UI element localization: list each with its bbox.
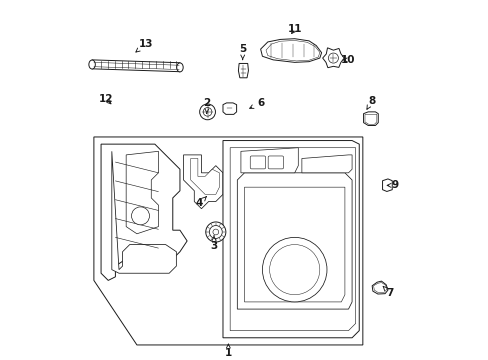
Polygon shape	[301, 155, 351, 173]
Polygon shape	[94, 137, 362, 345]
Text: 2: 2	[203, 98, 210, 113]
Text: 10: 10	[341, 55, 355, 65]
Polygon shape	[363, 112, 378, 126]
Polygon shape	[265, 40, 319, 61]
Polygon shape	[244, 187, 344, 302]
Polygon shape	[112, 151, 176, 273]
Circle shape	[262, 237, 326, 302]
Polygon shape	[382, 179, 391, 192]
Text: 11: 11	[287, 24, 301, 35]
Polygon shape	[223, 103, 236, 114]
Polygon shape	[101, 144, 187, 280]
Circle shape	[209, 225, 222, 238]
Polygon shape	[183, 155, 223, 209]
Text: 1: 1	[224, 344, 231, 358]
Polygon shape	[223, 140, 359, 338]
FancyBboxPatch shape	[267, 156, 283, 169]
Polygon shape	[190, 158, 219, 194]
Text: 7: 7	[382, 286, 393, 298]
Circle shape	[269, 244, 319, 295]
Text: 12: 12	[99, 94, 113, 104]
Text: 6: 6	[249, 98, 264, 108]
Text: 3: 3	[210, 236, 217, 251]
FancyBboxPatch shape	[250, 156, 265, 169]
Polygon shape	[364, 114, 376, 125]
Circle shape	[203, 108, 211, 116]
Polygon shape	[237, 173, 351, 309]
Polygon shape	[241, 148, 298, 173]
Circle shape	[328, 53, 338, 63]
Text: 8: 8	[366, 96, 375, 109]
Circle shape	[212, 229, 218, 235]
Polygon shape	[238, 63, 248, 78]
Ellipse shape	[176, 63, 183, 72]
Ellipse shape	[89, 60, 95, 69]
Polygon shape	[371, 281, 387, 294]
Polygon shape	[373, 283, 386, 293]
Polygon shape	[260, 39, 321, 62]
Text: 9: 9	[386, 180, 398, 190]
Circle shape	[205, 222, 225, 242]
Polygon shape	[230, 148, 355, 330]
Polygon shape	[126, 151, 158, 234]
Polygon shape	[92, 60, 180, 72]
Circle shape	[199, 104, 215, 120]
Text: 13: 13	[136, 39, 153, 52]
Text: 4: 4	[196, 197, 206, 208]
Text: 5: 5	[239, 44, 246, 60]
Circle shape	[131, 207, 149, 225]
Polygon shape	[322, 48, 344, 68]
